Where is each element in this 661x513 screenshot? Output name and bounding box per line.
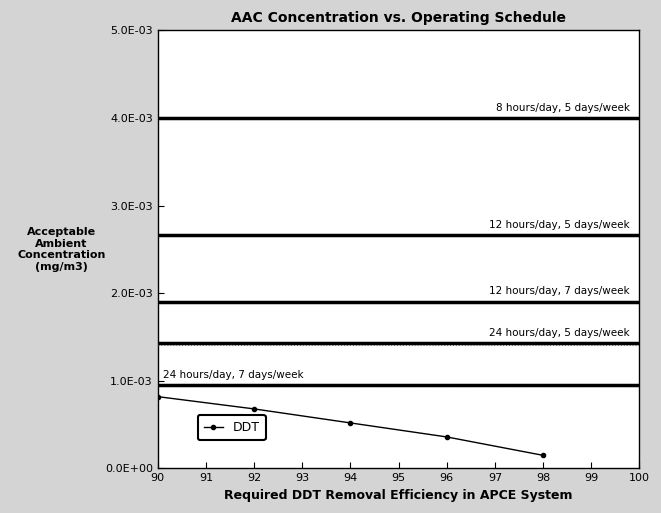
Text: 24 hours/day, 5 days/week: 24 hours/day, 5 days/week <box>489 328 630 338</box>
Text: 12 hours/day, 7 days/week: 12 hours/day, 7 days/week <box>489 286 630 297</box>
X-axis label: Required DDT Removal Efficiency in APCE System: Required DDT Removal Efficiency in APCE … <box>224 489 573 502</box>
DDT <box>154 393 162 400</box>
Y-axis label: Acceptable
Ambient
Concentration
(mg/m3): Acceptable Ambient Concentration (mg/m3) <box>17 227 106 272</box>
DDT <box>443 434 451 440</box>
DDT <box>539 452 547 459</box>
Text: 12 hours/day, 5 days/week: 12 hours/day, 5 days/week <box>489 220 630 230</box>
Legend: DDT: DDT <box>198 415 266 440</box>
Text: 8 hours/day, 5 days/week: 8 hours/day, 5 days/week <box>496 103 630 113</box>
Title: AAC Concentration vs. Operating Schedule: AAC Concentration vs. Operating Schedule <box>231 11 566 25</box>
DDT <box>250 406 258 412</box>
Line: DDT: DDT <box>156 394 545 458</box>
Text: 24 hours/day, 7 days/week: 24 hours/day, 7 days/week <box>163 370 303 380</box>
DDT <box>346 420 354 426</box>
